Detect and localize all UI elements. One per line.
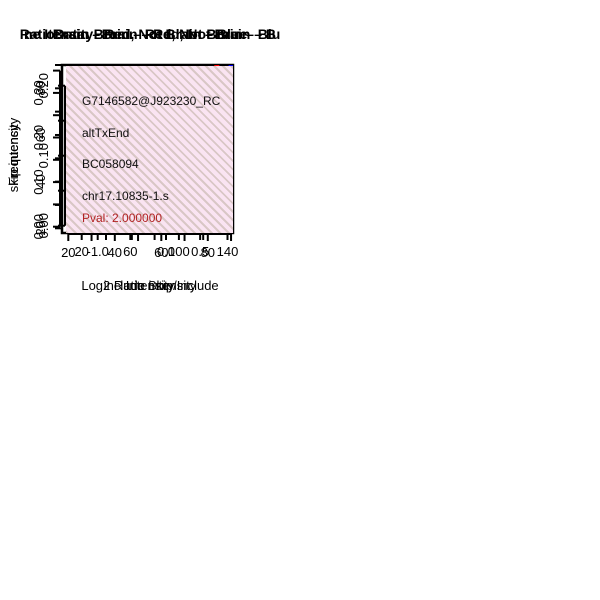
svg-text:-1.0: -1.0 (86, 244, 108, 259)
svg-text:0.00: 0.00 (31, 214, 46, 239)
gene-annotation-box: G7146582@J923230_RC altTxEnd BC058094 ch… (66, 66, 233, 233)
svg-text:0.20: 0.20 (31, 125, 46, 150)
log2ratio-histogram-xlabel: Log2 Ratio Skip/Include (81, 278, 219, 293)
svg-text:20: 20 (61, 245, 75, 260)
svg-text:40: 40 (108, 245, 122, 260)
svg-text:60: 60 (154, 245, 168, 260)
log2ratio-histogram-title: RatioData: Brain – Red, Not Brain – Blu (19, 26, 281, 42)
svg-text:0.30: 0.30 (31, 80, 46, 105)
svg-text:0.20: 0.20 (36, 73, 51, 98)
svg-text:80: 80 (201, 245, 215, 260)
svg-text:60: 60 (123, 244, 137, 259)
svg-text:40: 40 (33, 174, 48, 188)
svg-text:0.0: 0.0 (157, 244, 175, 259)
event-type: altTxEnd (82, 126, 130, 140)
intensity-scatter-title: Brain – Red, Not Brain – Blue (52, 26, 248, 42)
svg-text:0.00: 0.00 (36, 213, 51, 238)
svg-text:0.5: 0.5 (191, 244, 209, 259)
svg-text:0.10: 0.10 (31, 169, 46, 194)
svg-text:20: 20 (74, 244, 88, 259)
pval-text: Pval: 2.000000 (82, 211, 163, 225)
svg-text:80: 80 (33, 81, 48, 95)
locus-id: chr17.10835-1.s (82, 189, 169, 203)
gene-intensity-histogram-xlabel: Intensity (125, 278, 175, 293)
svg-text:60: 60 (33, 128, 48, 142)
svg-text:20: 20 (33, 221, 48, 235)
gene-intensity-histogram-title: ne Itensity: Brain – Red, Not Brain – B (23, 26, 277, 42)
svg-text:140: 140 (217, 244, 239, 259)
svg-text:100: 100 (168, 244, 190, 259)
intensity-scatter-xlabel: include intensity (103, 278, 197, 293)
gene-probe-id: G7146582@J923230_RC (82, 94, 221, 108)
panel-annotation: G7146582@J923230_RC altTxEnd BC058094 ch… (0, 0, 300, 300)
accession-id: BC058094 (82, 157, 139, 171)
svg-text:0.10: 0.10 (36, 143, 51, 168)
